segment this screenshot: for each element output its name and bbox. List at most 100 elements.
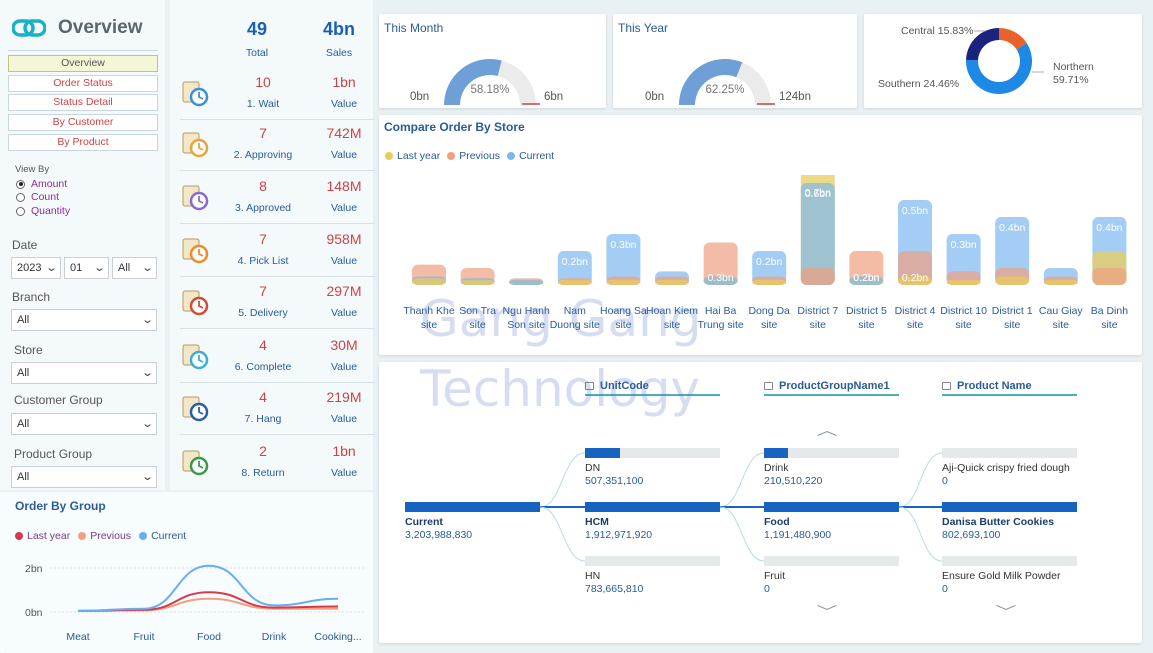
column-header-productname[interactable]: Product Name [942, 380, 1077, 396]
radio-amount[interactable]: Amount [16, 178, 67, 190]
data-label: 0.6bn [805, 188, 831, 200]
column-header-productgroup[interactable]: ProductGroupName1 [764, 380, 899, 396]
decomp-node[interactable]: DN 507,351,100 [585, 448, 720, 487]
status-row[interactable]: 4 6. Complete 30M Value [180, 331, 375, 383]
month-value: 01 [70, 262, 83, 274]
radio-count[interactable]: Count [16, 191, 59, 203]
decomp-node[interactable]: Food 1,191,480,900 [764, 502, 899, 541]
store-x-label: Thanh Khe site [403, 305, 455, 331]
chevron-down-icon[interactable]: ﹀ [816, 604, 838, 620]
node-bar [942, 556, 1077, 566]
chevron-down-icon: ⌄ [140, 367, 154, 379]
bar-current [800, 183, 835, 285]
customer-group-label: Customer Group [14, 393, 103, 407]
total-sales: 4bn [322, 19, 355, 39]
radio-dot [16, 206, 25, 216]
status-count: 7 [259, 283, 267, 299]
node-bar [585, 448, 720, 458]
status-row[interactable]: 7 5. Delivery 297M Value [180, 277, 375, 329]
decomp-connector [898, 452, 943, 508]
node-value: 1,912,971,920 [585, 529, 653, 541]
status-label: 5. Delivery [238, 307, 288, 319]
branch-value: All [17, 314, 30, 326]
gauge-value-label: 58.18% [470, 84, 509, 96]
store-x-label: Hoan Kiem site [646, 305, 698, 331]
year-select[interactable]: 2023 ⌄ [11, 257, 61, 279]
legend-dot [15, 532, 23, 540]
legend-previous: Previous [90, 530, 132, 542]
status-row[interactable]: 2 8. Return 1bn Value [180, 437, 375, 489]
customer-group-select[interactable]: All ⌄ [11, 413, 157, 435]
sales-label: Sales [325, 47, 353, 59]
status-row[interactable]: 4 7. Hang 219M Value [180, 383, 375, 435]
decomp-node[interactable]: Danisa Butter Cookies 802,693,100 [942, 502, 1077, 541]
nav-by-product-button[interactable]: By Product [8, 134, 158, 151]
store-select[interactable]: All ⌄ [11, 362, 157, 384]
donut-label-northern: Northern [1053, 61, 1094, 73]
decomp-node[interactable]: HN 783,665,810 [585, 556, 720, 595]
status-label: 6. Complete [234, 361, 292, 373]
node-bar [942, 502, 1077, 512]
decomp-node[interactable]: HCM 1,912,971,920 [585, 502, 720, 541]
chevron-down-icon[interactable]: ﹀ [995, 604, 1017, 620]
column-header-label: Product Name [957, 380, 1032, 392]
status-count: 4 [259, 389, 267, 405]
nav-order-status-button[interactable]: Order Status [8, 75, 158, 92]
bar-last-year [898, 276, 932, 285]
status-row[interactable]: 10 1. Wait 1bn Value [180, 68, 375, 120]
decomp-connector [898, 506, 943, 562]
branch-select[interactable]: All ⌄ [11, 309, 157, 331]
radio-label: Count [31, 191, 60, 203]
chevron-down-icon: ⌄ [140, 471, 154, 483]
column-header-unitcode[interactable]: UnitCode [585, 380, 720, 396]
legend-dot [507, 152, 516, 160]
node-name: Danisa Butter Cookies [942, 516, 1055, 528]
decomp-root-node[interactable]: Current 3,203,988,830 [405, 502, 540, 541]
bar-last-year [752, 279, 787, 285]
status-value: 958M [326, 231, 362, 247]
radio-label: Quantity [31, 205, 71, 217]
decomp-node[interactable]: Ensure Gold Milk Powder 0 [942, 556, 1077, 595]
gauge-min-label: 0bn [645, 91, 664, 103]
status-label: 8. Return [241, 467, 285, 479]
lock-icon [942, 382, 951, 390]
radio-quantity[interactable]: Quantity [16, 205, 70, 217]
node-name: HCM [585, 516, 609, 528]
value-label: Value [330, 255, 358, 267]
nav-status-detail-button[interactable]: Status Detail [8, 94, 158, 111]
legend-current: Current [151, 530, 187, 542]
status-value: 148M [326, 178, 362, 194]
status-value: 1bn [332, 74, 356, 90]
group-line-chart: 2bn 0bn Meat Fruit Food Drink Cooking... [25, 563, 365, 643]
node-bar-fill [585, 448, 621, 458]
y-tick-label: 0bn [25, 607, 43, 619]
product-group-select[interactable]: All ⌄ [11, 466, 157, 488]
status-row[interactable]: 8 3. Approved 148M Value [180, 172, 375, 224]
decomp-node[interactable]: Drink 210,510,220 [764, 448, 899, 487]
status-label: 3. Approved [234, 202, 292, 214]
bar-last-year [557, 279, 592, 285]
status-row[interactable]: 7 2. Approving 742M Value [180, 119, 375, 171]
store-label: Store [14, 343, 43, 357]
node-bar-fill [764, 502, 899, 512]
nav-by-customer-button[interactable]: By Customer [8, 114, 158, 131]
decomp-node[interactable]: Aji-Quick crispy fried dough 0 [942, 448, 1077, 487]
status-row[interactable]: 7 4. Pick List 958M Value [180, 225, 375, 277]
store-x-label: Ngu Hanh Son site [502, 305, 550, 331]
decomp-connector [539, 506, 586, 562]
day-select[interactable]: All ⌄ [112, 257, 157, 279]
gauge-max-label: 6bn [544, 91, 563, 103]
column-header-label: ProductGroupName1 [779, 380, 890, 392]
nav-overview-button[interactable]: Overview [8, 55, 158, 72]
chevron-up-icon[interactable]: ︿ [816, 422, 838, 438]
bar-previous [703, 242, 738, 285]
month-select[interactable]: 01 ⌄ [64, 257, 109, 279]
node-value: 0 [942, 583, 948, 595]
store-x-label: Dong Da site [748, 305, 790, 331]
chevron-down-icon: ⌄ [140, 262, 154, 274]
node-value: 210,510,220 [764, 475, 823, 487]
decomp-node[interactable]: Fruit 0 [764, 556, 899, 595]
store-value: All [17, 367, 30, 379]
logo-icon [12, 19, 46, 37]
